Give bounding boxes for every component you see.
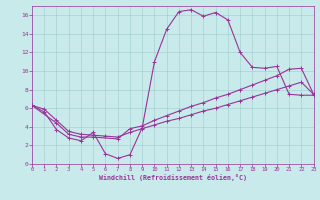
X-axis label: Windchill (Refroidissement éolien,°C): Windchill (Refroidissement éolien,°C)	[99, 174, 247, 181]
